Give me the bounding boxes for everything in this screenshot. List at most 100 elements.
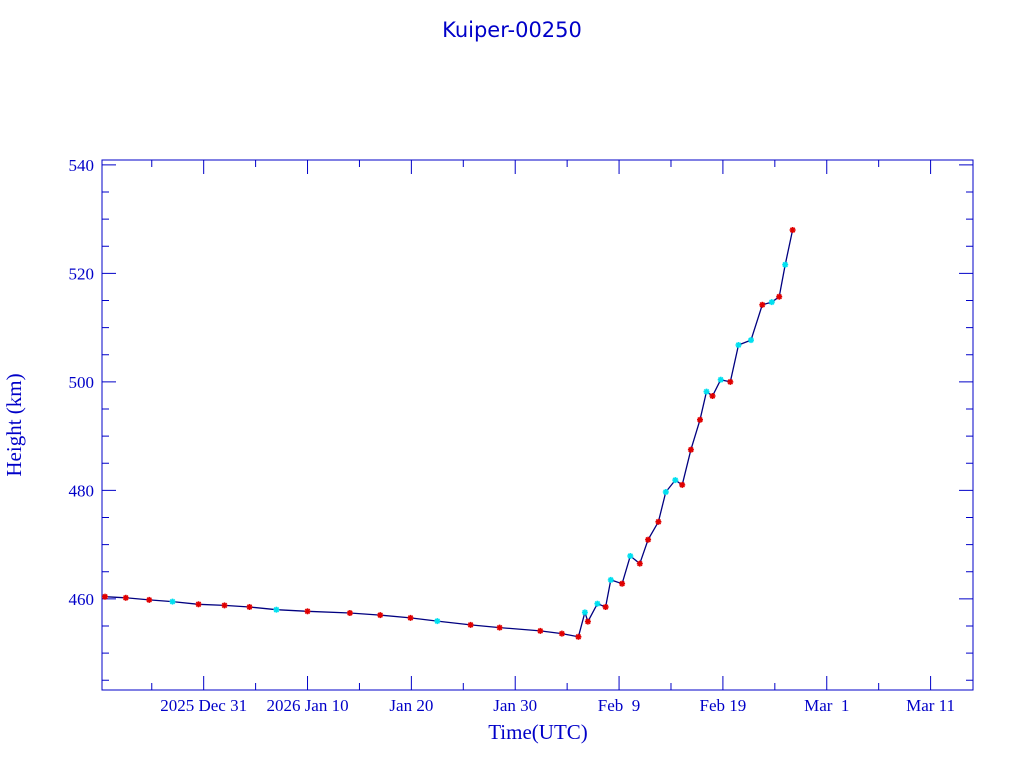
data-point (304, 608, 311, 615)
data-point (776, 293, 783, 300)
chart-title: Kuiper-00250 (442, 18, 582, 42)
asterisk-marker-stroke (575, 634, 582, 640)
data-point (496, 624, 503, 631)
y-tick-label: 520 (69, 264, 95, 283)
data-point (662, 489, 669, 495)
y-tick-label: 480 (69, 481, 95, 500)
asterisk-marker-stroke (608, 577, 614, 583)
asterisk-marker-stroke (735, 342, 742, 348)
data-point (697, 416, 703, 423)
x-tick-label: 2025 Dec 31 (160, 696, 247, 715)
x-tick-label: Mar 1 (804, 696, 849, 715)
data-point (727, 378, 734, 385)
x-tick-label: Jan 30 (493, 696, 537, 715)
asterisk-marker-stroke (496, 624, 503, 631)
asterisk-marker-stroke (637, 560, 643, 567)
asterisk-marker-stroke (776, 293, 782, 300)
asterisk-marker-stroke (748, 337, 754, 343)
data-point (619, 580, 626, 587)
data-point (759, 301, 766, 308)
data-point (789, 227, 796, 233)
x-axis-label: Time(UTC) (488, 720, 588, 744)
data-point (717, 376, 724, 383)
asterisk-marker-stroke (407, 615, 414, 621)
asterisk-marker-stroke (627, 553, 634, 559)
data-point (346, 610, 353, 616)
data-point (735, 342, 742, 348)
asterisk-marker-stroke (146, 597, 152, 603)
data-point (602, 604, 609, 610)
data-point (672, 477, 679, 484)
data-point (377, 612, 384, 619)
asterisk-marker-stroke (559, 630, 565, 637)
height-line (104, 229, 794, 638)
data-point (645, 536, 652, 543)
asterisk-marker-stroke (585, 618, 591, 625)
asterisk-marker-stroke (655, 519, 662, 525)
asterisk-marker-stroke (709, 393, 716, 399)
data-point (146, 596, 153, 603)
data-point (195, 601, 202, 608)
data-point (703, 388, 710, 395)
data-point (434, 618, 441, 625)
asterisk-marker-stroke (663, 489, 669, 495)
asterisk-marker-stroke (347, 610, 353, 616)
y-axis-label: Height (km) (2, 373, 26, 476)
data-point (558, 630, 565, 637)
data-point (102, 593, 108, 600)
data-point (607, 576, 614, 583)
data-point (122, 594, 129, 601)
asterisk-marker-stroke (759, 302, 766, 308)
data-point (169, 598, 176, 605)
asterisk-marker-stroke (769, 299, 775, 305)
y-tick-label: 500 (69, 373, 95, 392)
asterisk-marker-stroke (727, 379, 734, 385)
asterisk-marker-stroke (645, 536, 651, 543)
data-point (273, 606, 280, 613)
data-point (655, 518, 662, 525)
data-point (537, 627, 544, 634)
data-point (709, 393, 716, 399)
asterisk-marker-stroke (304, 608, 311, 615)
asterisk-marker-stroke (697, 417, 703, 423)
asterisk-marker-stroke (582, 609, 588, 616)
data-point (584, 618, 591, 625)
asterisk-marker-stroke (123, 595, 129, 601)
x-tick-label: Feb 19 (700, 696, 747, 715)
plot-frame (101, 159, 974, 691)
data-point (467, 621, 474, 628)
asterisk-marker-stroke (273, 606, 280, 613)
data-point (575, 633, 582, 640)
data-point (594, 600, 601, 607)
asterisk-marker-stroke (467, 622, 474, 628)
asterisk-marker-stroke (602, 604, 609, 610)
asterisk-marker-stroke (789, 227, 796, 233)
data-point (748, 337, 754, 344)
asterisk-marker-stroke (434, 618, 441, 624)
x-tick-label: Feb 9 (598, 696, 641, 715)
asterisk-marker-stroke (679, 482, 685, 488)
x-tick-label: Jan 20 (389, 696, 433, 715)
asterisk-marker-stroke (102, 593, 108, 600)
x-tick-label: 2026 Jan 10 (266, 696, 348, 715)
data-point (636, 560, 643, 567)
data-point (221, 602, 228, 609)
asterisk-marker-stroke (594, 600, 601, 607)
asterisk-marker-stroke (246, 604, 253, 610)
data-point (679, 481, 686, 488)
x-tick-label: Mar 11 (906, 696, 955, 715)
data-point (687, 446, 694, 453)
data-point (246, 604, 253, 610)
asterisk-marker-stroke (619, 580, 625, 587)
asterisk-marker-stroke (537, 628, 544, 634)
data-point (407, 614, 414, 621)
data-point (782, 261, 789, 268)
asterisk-marker-stroke (782, 261, 788, 268)
asterisk-marker-stroke (195, 601, 202, 608)
asterisk-marker-stroke (169, 598, 176, 605)
asterisk-marker-stroke (703, 388, 710, 395)
asterisk-marker-stroke (221, 602, 228, 609)
asterisk-marker-stroke (688, 446, 694, 453)
data-point (627, 553, 634, 559)
